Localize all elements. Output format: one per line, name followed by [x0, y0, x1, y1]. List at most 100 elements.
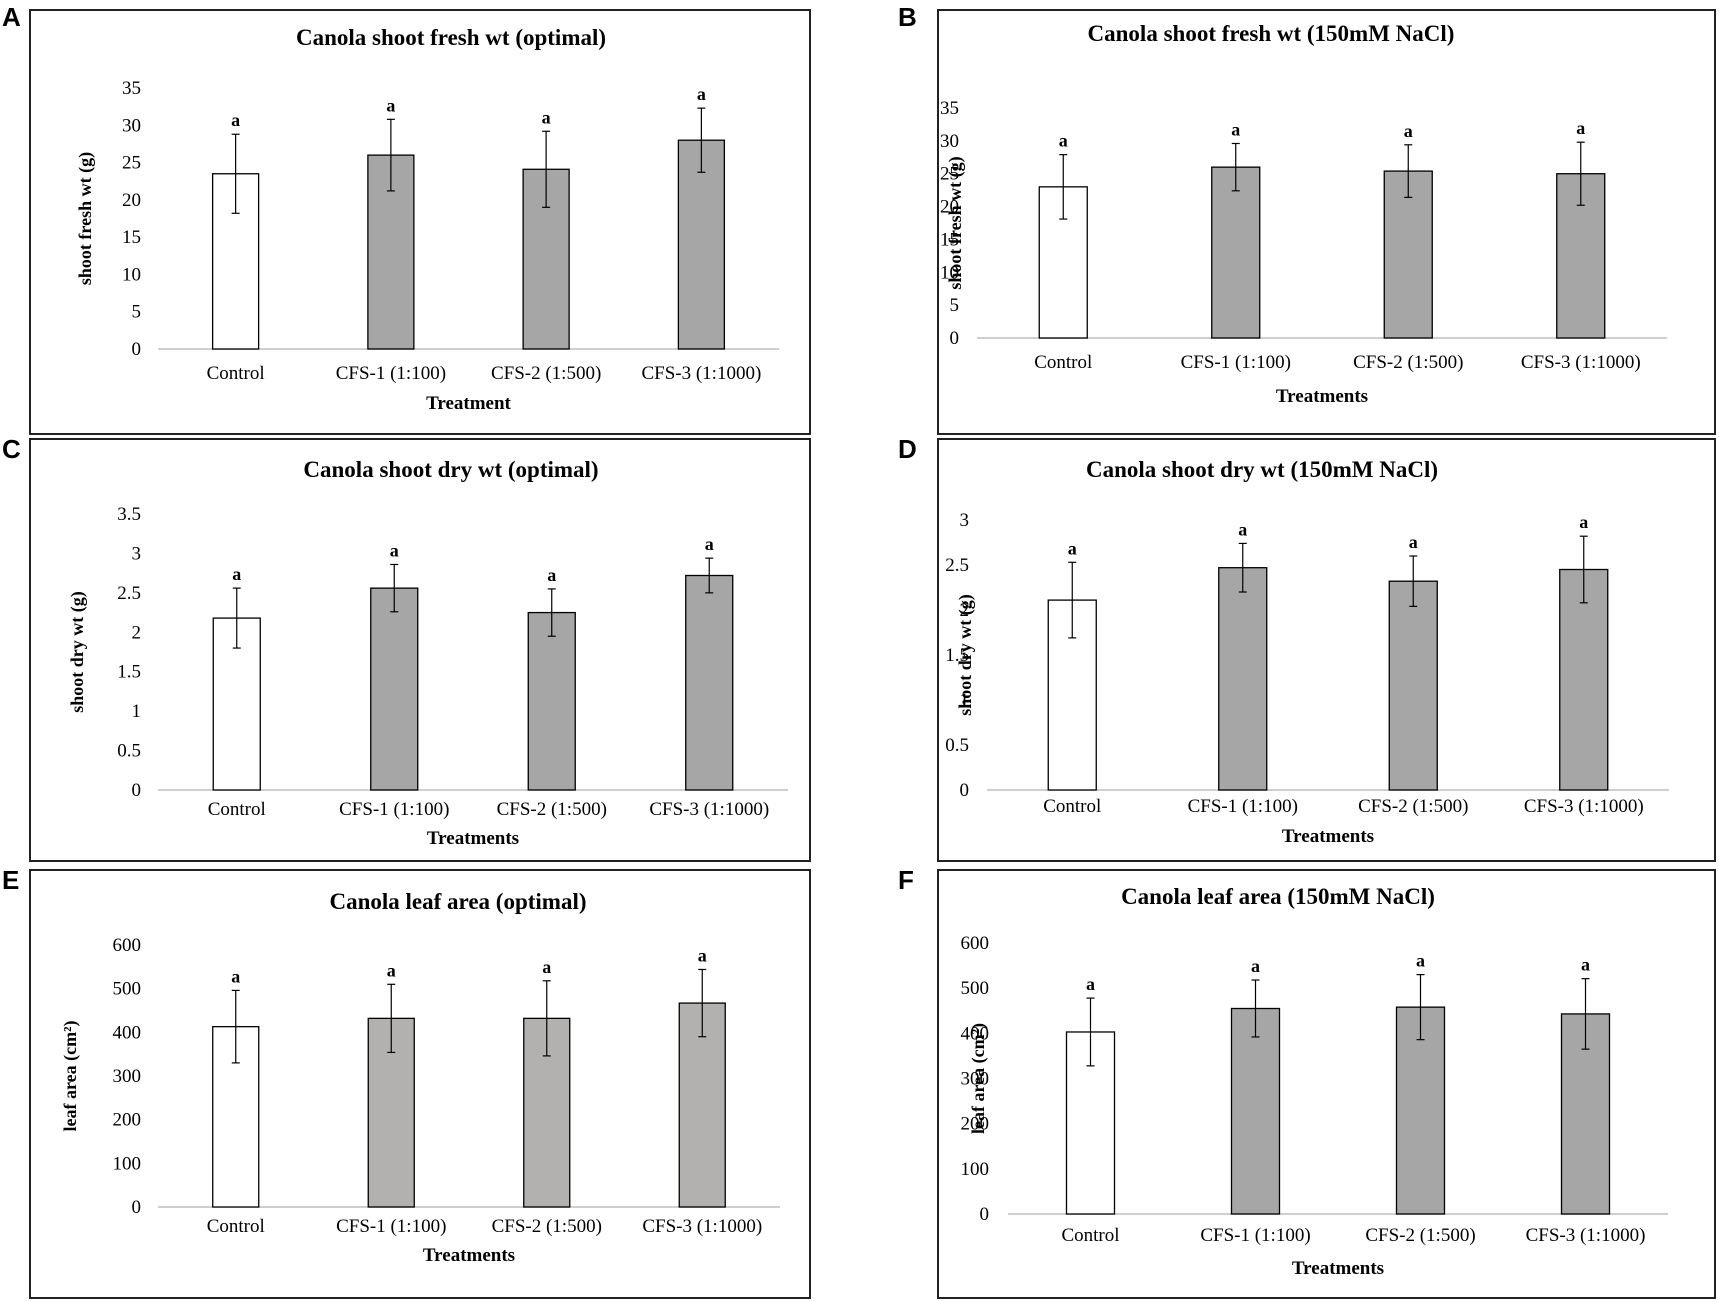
- chart-f-y-tick: 0: [980, 1204, 990, 1225]
- chart-a-y-tick: 35: [122, 78, 141, 99]
- chart-d-y-tick: 0: [960, 780, 970, 801]
- chart-d-category-cfs-1: CFS-1 (1:100): [1188, 796, 1298, 817]
- chart-e-y-tick: 0: [132, 1197, 142, 1218]
- chart-a-y-tick: 20: [122, 190, 141, 211]
- chart-a: Canola shoot fresh wt (optimal) 0 5 10 15 20 2…: [75, 25, 779, 414]
- chart-e-y-tick: 200: [113, 1110, 142, 1131]
- chart-c-sig-label-cfs-1: a: [390, 540, 399, 560]
- chart-f-sig-label-cfs-1: a: [1251, 956, 1260, 976]
- chart-d-x-label: Treatments: [1282, 826, 1374, 847]
- chart-b-category-cfs-2: CFS-2 (1:500): [1353, 352, 1463, 373]
- chart-d-y-tick: 2.5: [945, 555, 969, 576]
- chart-a-y-tick: 25: [122, 153, 141, 174]
- chart-c-category-cfs-1: CFS-1 (1:100): [339, 799, 449, 820]
- panel-letter-c: C: [2, 434, 21, 464]
- chart-f-category-cfs-3: CFS-3 (1:1000): [1526, 1225, 1646, 1246]
- panel-letter-b: B: [898, 2, 917, 32]
- chart-b-sig-label-cfs-3: a: [1576, 118, 1585, 138]
- chart-f-x-label: Treatments: [1292, 1258, 1384, 1279]
- chart-a-sig-label-cfs-2: a: [542, 107, 551, 127]
- chart-c-y-label: shoot dry wt (g): [67, 591, 88, 713]
- chart-a-y-tick: 30: [122, 115, 141, 136]
- chart-a-y-tick: 10: [122, 264, 141, 285]
- chart-b-sig-label-control: a: [1059, 131, 1068, 151]
- chart-a-sig-label-cfs-3: a: [697, 84, 706, 104]
- chart-d-sig-label-cfs-3: a: [1579, 512, 1588, 532]
- chart-e-y-tick: 300: [113, 1066, 142, 1087]
- chart-f-y-tick: 100: [961, 1159, 990, 1180]
- chart-b: Canola shoot fresh wt (150mM NaCl) 0 5 10 15…: [940, 21, 1667, 407]
- chart-b-category-control: Control: [1034, 352, 1092, 373]
- chart-f-y-tick: 500: [961, 978, 990, 999]
- chart-a-y-tick: 15: [122, 227, 141, 248]
- chart-c-bar-cfs-2: [527, 611, 576, 791]
- chart-b-sig-label-cfs-1: a: [1231, 119, 1240, 139]
- chart-d-sig-label-cfs-2: a: [1409, 532, 1418, 552]
- chart-f-y-label: leaf area (cm²): [968, 1023, 989, 1134]
- chart-b-y-tick: 5: [950, 295, 960, 316]
- chart-e-sig-label-control: a: [231, 966, 240, 986]
- chart-a-sig-label-control: a: [231, 110, 240, 130]
- chart-a-y-tick: 5: [132, 302, 142, 323]
- chart-a-sig-label-cfs-1: a: [386, 95, 395, 115]
- chart-e-title: Canola leaf area (optimal): [329, 889, 586, 914]
- chart-c-sig-label-control: a: [232, 564, 241, 584]
- chart-f-category-cfs-2: CFS-2 (1:500): [1365, 1225, 1475, 1246]
- chart-d-y-tick: 2: [960, 600, 970, 621]
- chart-c-y-tick: 3: [132, 543, 142, 564]
- chart-a-x-label: Treatment: [426, 393, 511, 414]
- chart-f-sig-label-cfs-3: a: [1581, 955, 1590, 975]
- chart-c-title: Canola shoot dry wt (optimal): [303, 457, 598, 482]
- panel-letter-e: E: [2, 865, 20, 895]
- chart-b-title: Canola shoot fresh wt (150mM NaCl): [1088, 21, 1455, 46]
- chart-f-category-cfs-1: CFS-1 (1:100): [1200, 1225, 1310, 1246]
- chart-f-y-tick: 400: [961, 1023, 990, 1044]
- chart-e-y-tick: 100: [113, 1153, 142, 1174]
- chart-c-x-label: Treatments: [427, 828, 519, 849]
- chart-c-sig-label-cfs-3: a: [705, 534, 714, 554]
- panel-b: Canola shoot fresh wt (150mM NaCl) 0 5 10 15…: [937, 9, 1716, 435]
- chart-d-title: Canola shoot dry wt (150mM NaCl): [1086, 457, 1438, 482]
- chart-b-bar-cfs-1: [1211, 166, 1261, 339]
- chart-c-y-tick: 2.5: [117, 583, 141, 604]
- chart-c-sig-label-cfs-2: a: [547, 565, 556, 585]
- chart-d-y-tick: 1: [960, 690, 970, 711]
- chart-d-sig-label-cfs-1: a: [1238, 519, 1247, 539]
- chart-c-bar-cfs-1: [370, 587, 419, 791]
- chart-d-y-label: shoot dry wt (g): [955, 594, 976, 716]
- chart-e-y-tick: 400: [113, 1022, 142, 1043]
- chart-b-y-tick: 20: [940, 197, 959, 218]
- panel-letter-a: A: [2, 2, 21, 32]
- chart-e-y-label: leaf area (cm²): [60, 1020, 81, 1131]
- chart-a-y-label: shoot fresh wt (g): [75, 152, 96, 285]
- chart-a-title: Canola shoot fresh wt (optimal): [296, 25, 606, 50]
- chart-c-category-cfs-2: CFS-2 (1:500): [497, 799, 607, 820]
- chart-b-y-tick: 30: [940, 131, 959, 152]
- chart-d-y-tick: 1.5: [945, 645, 969, 666]
- chart-e-category-cfs-2: CFS-2 (1:500): [492, 1216, 602, 1237]
- chart-e-sig-label-cfs-1: a: [387, 960, 396, 980]
- chart-e-x-label: Treatments: [423, 1245, 515, 1266]
- chart-e-category-cfs-1: CFS-1 (1:100): [336, 1216, 446, 1237]
- chart-b-y-tick: 10: [940, 262, 959, 283]
- chart-d-sig-label-control: a: [1068, 538, 1077, 558]
- chart-d-bar-cfs-1: [1218, 567, 1268, 791]
- chart-b-y-tick: 0: [950, 328, 960, 349]
- chart-f-bar-cfs-2: [1395, 1006, 1446, 1215]
- chart-f-sig-label-control: a: [1086, 974, 1095, 994]
- panel-d: Canola shoot dry wt (150mM NaCl) 0 0.5 1 1.5…: [937, 438, 1716, 862]
- panel-f: Canola leaf area (150mM NaCl) 0 100 200 300 4…: [937, 869, 1716, 1299]
- chart-a-y-tick: 0: [132, 339, 142, 360]
- chart-f-category-control: Control: [1061, 1225, 1119, 1246]
- chart-c-category-cfs-3: CFS-3 (1:1000): [649, 799, 769, 820]
- chart-d-category-control: Control: [1043, 796, 1101, 817]
- chart-f: Canola leaf area (150mM NaCl) 0 100 200 300 4…: [961, 884, 1668, 1279]
- chart-c-y-tick: 3.5: [117, 504, 141, 525]
- chart-e: Canola leaf area (optimal) 0 100 200 300 400 5…: [60, 889, 780, 1266]
- chart-c-y-tick: 2: [132, 622, 142, 643]
- chart-b-y-tick: 15: [940, 229, 959, 250]
- chart-e-sig-label-cfs-3: a: [698, 945, 707, 965]
- panel-c: Canola shoot dry wt (optimal) 0 0.5 1 1.5 2 2.…: [29, 438, 811, 862]
- chart-e-y-tick: 600: [113, 935, 142, 956]
- chart-f-sig-label-cfs-2: a: [1416, 951, 1425, 971]
